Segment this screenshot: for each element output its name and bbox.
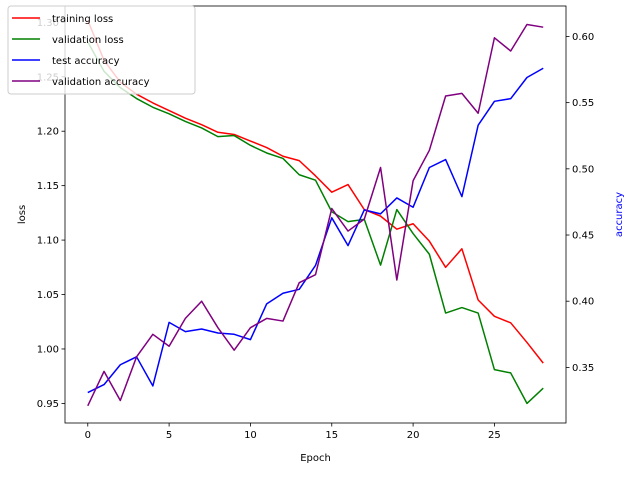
x-tick-label: 20 [407, 430, 420, 441]
y-right-tick-label: 0.35 [572, 363, 594, 374]
legend: training loss validation loss test accurac… [7, 5, 196, 95]
x-tick-label: 10 [244, 430, 257, 441]
y-left-tick-label: 1.10 [37, 236, 59, 247]
y-right-tick-label: 0.40 [572, 297, 594, 308]
y-left-tick-label: 1.00 [37, 344, 59, 355]
series-line-0 [87, 19, 544, 364]
legend-label: test accuracy [52, 56, 120, 67]
y-left-tick-label: 0.95 [37, 399, 59, 410]
x-axis-ticks: 0 5 10 15 20 25 [85, 423, 501, 441]
series-line-3 [87, 23, 544, 407]
y-left-axis-label: loss [17, 205, 28, 224]
x-tick-label: 25 [488, 430, 501, 441]
y-left-tick-label: 1.20 [37, 127, 59, 138]
y-right-tick-label: 0.60 [572, 32, 594, 43]
y-right-tick-label: 0.55 [572, 98, 594, 109]
y-left-tick-label: 1.05 [37, 290, 59, 301]
x-tick-label: 15 [325, 430, 338, 441]
series-line-2 [87, 67, 544, 394]
legend-box [7, 5, 196, 95]
plot-frame [64, 5, 567, 424]
x-tick-label: 5 [166, 430, 172, 441]
y-right-axis-label: accuracy [614, 192, 625, 237]
series-line-1 [87, 41, 544, 405]
y-left-tick-label: 1.15 [37, 181, 59, 192]
y-right-axis-ticks: 0.35 0.40 0.45 0.50 0.55 0.60 [566, 32, 594, 374]
plot-lines [87, 19, 544, 407]
x-axis-label: Epoch [300, 453, 331, 464]
legend-label: validation accuracy [52, 77, 150, 88]
x-tick-label: 0 [85, 430, 91, 441]
y-right-tick-label: 0.50 [572, 164, 594, 175]
legend-label: validation loss [52, 35, 124, 46]
legend-label: training loss [52, 14, 113, 25]
y-right-tick-label: 0.45 [572, 231, 594, 242]
